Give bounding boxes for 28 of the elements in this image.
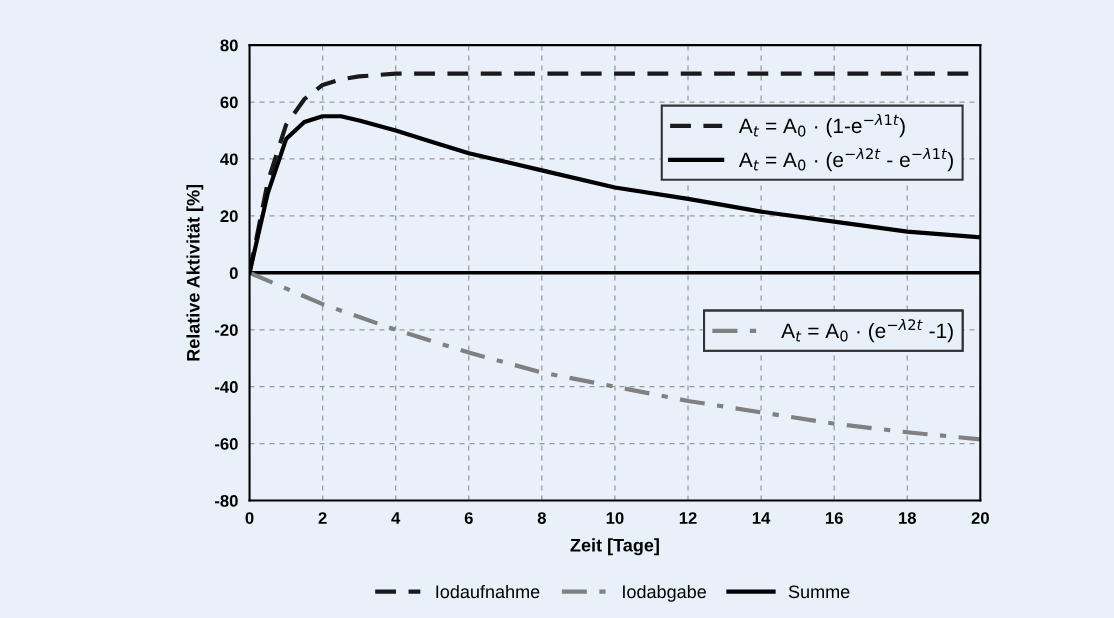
legend-label: Iodaufnahme bbox=[436, 584, 540, 599]
x-tick-label: 14 bbox=[752, 512, 771, 524]
y-tick-label: -80 bbox=[214, 494, 238, 507]
x-tick-label: 0 bbox=[245, 512, 254, 524]
x-tick-label: 8 bbox=[537, 512, 546, 524]
x-tick-label: 4 bbox=[391, 512, 401, 524]
x-tick-label: 2 bbox=[318, 512, 327, 524]
legend-label: Iodabgabe bbox=[623, 584, 706, 602]
text: A$_{t}$ = A$_{0}$ · (e$^{−λ2t}$ - e$^{−λ1t}$) bbox=[738, 147, 953, 172]
y-tick-label: 0 bbox=[229, 267, 238, 280]
x-tick-label: 10 bbox=[606, 512, 624, 524]
y-tick-label: -20 bbox=[214, 324, 238, 336]
legend-label: Summe bbox=[788, 585, 850, 599]
y-tick-label: 60 bbox=[220, 96, 238, 109]
y-tick-label: 20 bbox=[220, 210, 238, 223]
annotation: A$_{t}$ = A$_{0}$ · (e$^{−λ2t}$ -1) bbox=[781, 318, 953, 343]
x-tick-label: 6 bbox=[464, 512, 473, 524]
y-axis-title: Relative Aktivität [%] bbox=[186, 184, 204, 361]
x-axis-title: Zeit [Tage] bbox=[570, 538, 659, 556]
annotation: A$_{t}$ = A$_{0}$ · (1-e$^{−λ1t}$) bbox=[738, 113, 905, 138]
y-tick-label: 40 bbox=[220, 153, 238, 166]
y-tick-label: 80 bbox=[220, 39, 238, 52]
x-tick-label: 18 bbox=[899, 512, 916, 524]
x-tick-label: 20 bbox=[971, 512, 989, 524]
y-tick-label: -40 bbox=[214, 381, 238, 393]
x-tick-label: 16 bbox=[825, 512, 843, 524]
x-tick-label: 12 bbox=[679, 512, 697, 524]
y-tick-label: -60 bbox=[214, 438, 238, 450]
